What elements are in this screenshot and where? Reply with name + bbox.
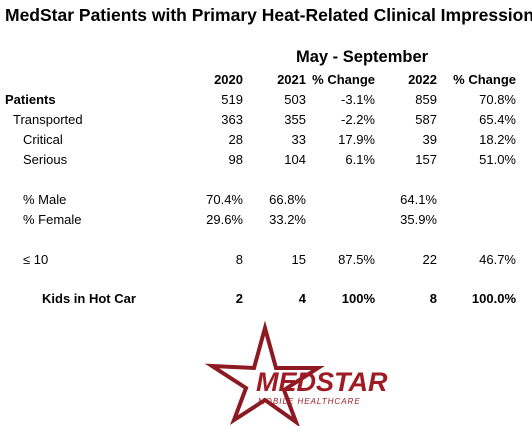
title: MedStar Patients with Primary Heat-Relat… [5, 5, 532, 25]
cell: 18.2% [479, 132, 516, 147]
cell: -3.1% [341, 92, 375, 107]
logo-star [204, 320, 325, 426]
column-header: 2021 [277, 72, 306, 87]
cell: -2.2% [341, 112, 375, 127]
cell: 157 [415, 152, 437, 167]
cell: 22 [422, 252, 437, 267]
cell: 51.0% [479, 152, 516, 167]
cell: 64.1% [400, 192, 437, 207]
row-label: Serious [23, 152, 68, 167]
cell: 46.7% [479, 252, 516, 267]
cell: 15 [291, 252, 306, 267]
row-label: Critical [23, 132, 63, 147]
cell: 29.6% [206, 212, 243, 227]
cell: 70.4% [206, 192, 243, 207]
cell: 33.2% [269, 212, 306, 227]
row-label: % Female [23, 212, 82, 227]
cell: 17.9% [338, 132, 375, 147]
logo-name: MEDSTAR [256, 367, 388, 397]
cell: 35.9% [400, 212, 437, 227]
cell: 363 [221, 112, 243, 127]
cell: 100% [341, 291, 375, 306]
cell: 8 [429, 291, 437, 306]
cell: 100.0% [471, 291, 516, 306]
cell: 8 [235, 252, 243, 267]
logo-tagline: MOBILE HEALTHCARE [258, 397, 361, 406]
cell: 519 [221, 92, 243, 107]
cell: 87.5% [338, 252, 375, 267]
cell: 859 [415, 92, 437, 107]
cell: 503 [284, 92, 306, 107]
row-label: ≤ 10 [23, 252, 49, 267]
cell: 104 [284, 152, 306, 167]
column-header: 2020 [214, 72, 243, 87]
cell: 70.8% [479, 92, 516, 107]
row-label: Transported [13, 112, 83, 127]
row-label: % Male [23, 192, 67, 207]
cell: 33 [291, 132, 306, 147]
cell: 28 [228, 132, 243, 147]
cell: 39 [422, 132, 437, 147]
cell: 98 [228, 152, 243, 167]
row-label: Patients [5, 92, 56, 107]
cell: 6.1% [345, 152, 375, 167]
column-header: 2022 [408, 72, 437, 87]
cell: 587 [415, 112, 437, 127]
cell: 66.8% [269, 192, 306, 207]
cell: 355 [284, 112, 306, 127]
cell: 65.4% [479, 112, 516, 127]
column-header: % Change [453, 72, 516, 87]
cell: 4 [298, 291, 306, 306]
period-header: May - September [296, 48, 429, 66]
column-header: % Change [312, 72, 375, 87]
cell: 2 [235, 291, 243, 306]
row-label: Kids in Hot Car [42, 291, 136, 306]
